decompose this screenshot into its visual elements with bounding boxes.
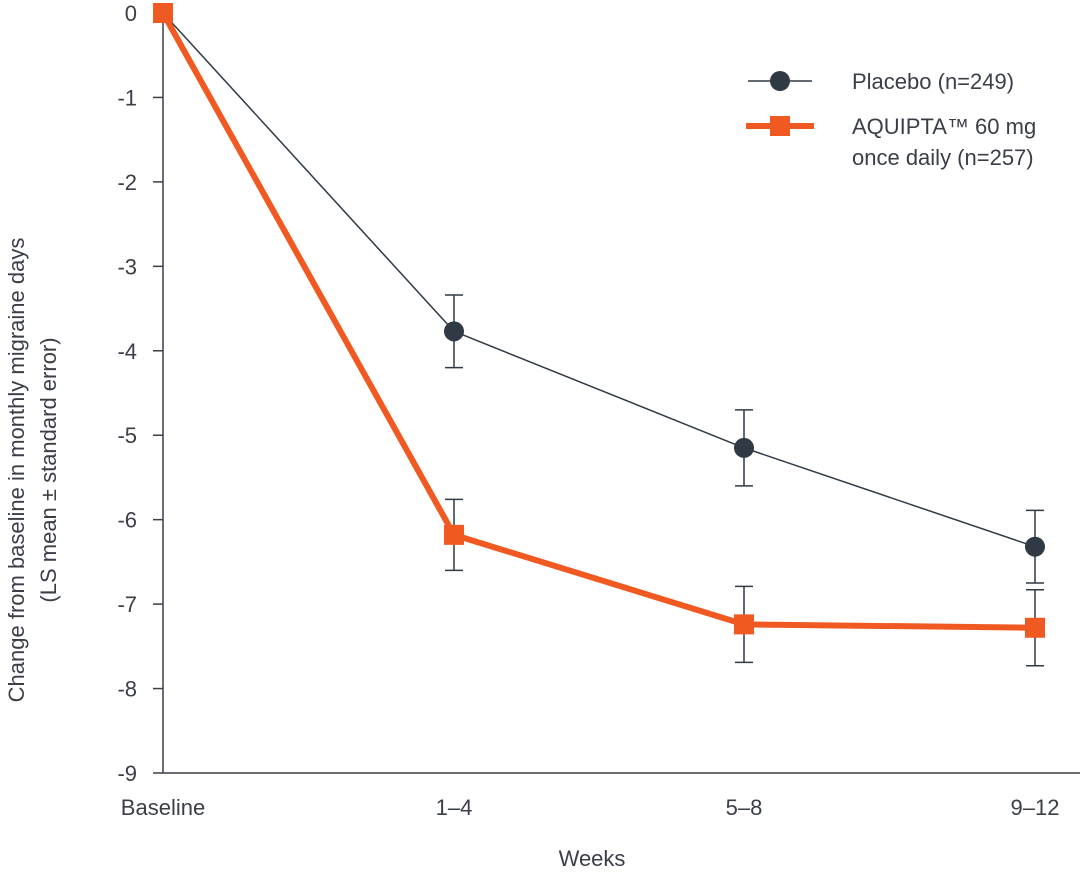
y-tick-label: -9 (117, 761, 137, 786)
axes (162, 13, 1080, 774)
legend-label-aquipta-line2: once daily (n=257) (852, 145, 1034, 170)
x-tick-label: 1–4 (436, 795, 473, 820)
y-tick-label: -1 (117, 85, 137, 110)
series-layer (153, 3, 1045, 667)
data-point (153, 3, 173, 23)
series-aquipta (153, 3, 1045, 667)
x-tick-label: 5–8 (726, 795, 763, 820)
data-point (1025, 617, 1045, 638)
y-axis-ticks: 0 -1 -2 -3 -4 -5 -6 -7 -8 -9 (117, 1, 163, 786)
y-tick-label: 0 (125, 1, 137, 26)
data-point (444, 524, 464, 545)
y-tick-label: -6 (117, 508, 137, 533)
data-point (444, 321, 464, 342)
data-point (1025, 536, 1045, 557)
y-tick-label: -4 (117, 339, 137, 364)
x-tick-label: 9–12 (1011, 795, 1060, 820)
series-line (162, 12, 1036, 548)
legend-marker-aquipta (770, 116, 790, 136)
series-line (160, 11, 1036, 631)
y-tick-label: -2 (117, 170, 137, 195)
y-axis-title-line1: Change from baseline in monthly migraine… (4, 238, 29, 703)
x-axis-title: Weeks (559, 846, 626, 871)
y-tick-label: -7 (117, 592, 137, 617)
x-axis-ticks: Baseline 1–4 5–8 9–12 (121, 795, 1060, 820)
legend: Placebo (n=249) AQUIPTA™ 60 mg once dail… (746, 69, 1036, 170)
legend-label-aquipta-line1: AQUIPTA™ 60 mg (852, 114, 1036, 139)
data-point (734, 437, 754, 458)
y-tick-label: -8 (117, 677, 137, 702)
legend-marker-placebo (770, 71, 790, 91)
y-tick-label: -3 (117, 254, 137, 279)
y-tick-label: -5 (117, 423, 137, 448)
x-tick-label: Baseline (121, 795, 205, 820)
data-point (734, 614, 754, 635)
legend-label-placebo: Placebo (n=249) (852, 69, 1014, 94)
y-axis-title-line2: (LS mean ± standard error) (36, 337, 61, 602)
